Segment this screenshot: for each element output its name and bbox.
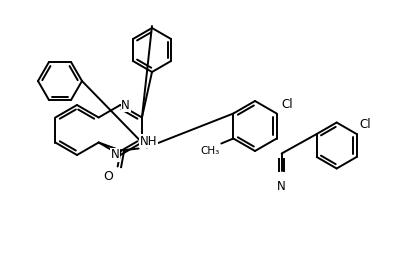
Text: N: N [121, 98, 130, 111]
Text: Cl: Cl [359, 118, 371, 131]
Text: CH₃: CH₃ [200, 145, 219, 155]
Text: N: N [277, 180, 286, 192]
Text: H: H [142, 135, 150, 148]
Text: N: N [111, 148, 119, 162]
Text: Cl: Cl [282, 98, 293, 110]
Text: NH: NH [140, 135, 157, 148]
Text: O: O [103, 170, 113, 182]
